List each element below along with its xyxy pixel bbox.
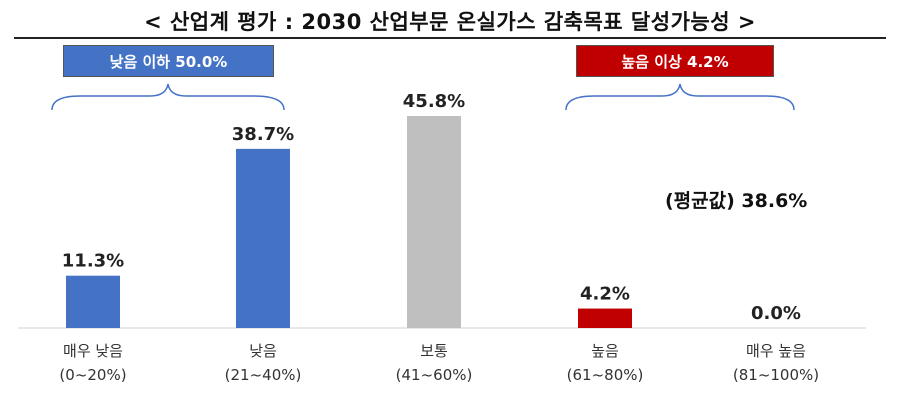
range-label-3: (41~60%)	[396, 366, 473, 384]
bar-3	[407, 116, 461, 328]
value-label-2: 38.7%	[232, 124, 294, 145]
value-label-1: 11.3%	[62, 251, 124, 272]
average-value: (평균값) 38.6%	[665, 190, 808, 212]
category-label-2: 낮음	[249, 342, 277, 360]
range-label-4: (61~80%)	[567, 366, 644, 384]
low-summary-badge: 낮음 이하 50.0%	[63, 45, 274, 77]
value-label-5: 0.0%	[751, 303, 801, 324]
bar-1	[66, 275, 120, 328]
range-label-1: (0~20%)	[59, 366, 126, 384]
bar-2	[236, 148, 290, 328]
high-group-brace	[565, 83, 795, 111]
category-label-1: 매우 낮음	[63, 342, 123, 360]
value-label-4: 4.2%	[580, 284, 630, 305]
value-label-3: 45.8%	[403, 91, 465, 112]
category-label-3: 보통	[420, 342, 448, 360]
range-label-2: (21~40%)	[225, 366, 302, 384]
bar-4	[578, 308, 632, 328]
category-label-5: 매우 높음	[746, 342, 806, 360]
range-label-5: (81~100%)	[733, 366, 819, 384]
title-divider	[14, 37, 886, 39]
category-label-4: 높음	[591, 342, 619, 360]
high-summary-badge: 높음 이상 4.2%	[576, 45, 774, 77]
chart-title: < 산업계 평가 : 2030 산업부문 온실가스 감축목표 달성가능성 >	[144, 10, 756, 34]
low-group-brace	[51, 83, 285, 111]
